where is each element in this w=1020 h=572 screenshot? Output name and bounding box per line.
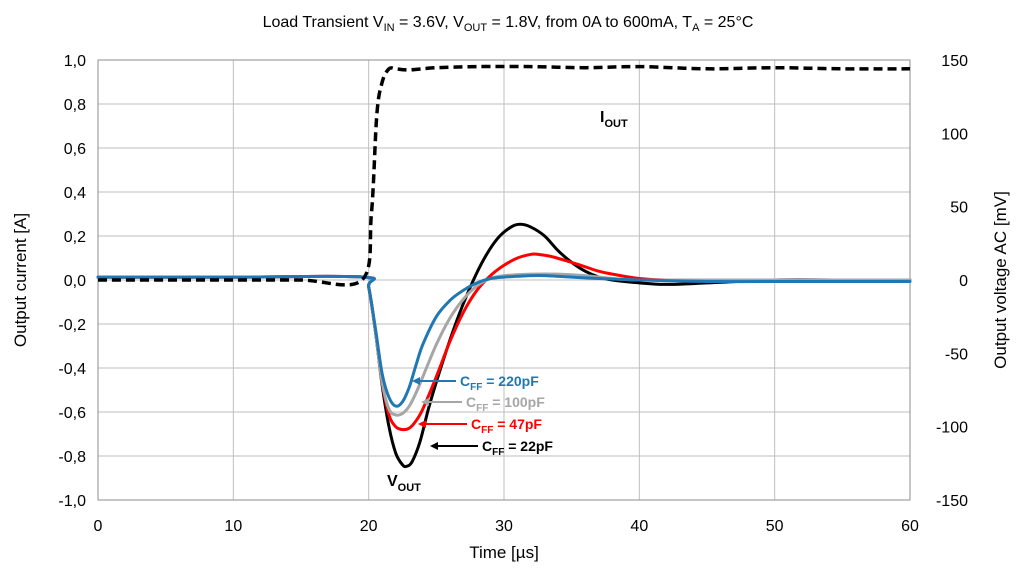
y-right-tick-label: 0 bbox=[959, 273, 968, 290]
x-tick-label: 30 bbox=[495, 518, 513, 535]
annotation-cff-22pf: CFF = 22pF bbox=[430, 438, 553, 458]
x-tick-label: 50 bbox=[766, 518, 784, 535]
x-tick-label: 0 bbox=[94, 518, 103, 535]
y-left-tick-label: 0,8 bbox=[64, 97, 86, 114]
series-lines bbox=[96, 64, 912, 469]
svg-text:CFF = 220pF: CFF = 220pF bbox=[460, 373, 539, 393]
x-axis-label: Time [µs] bbox=[469, 543, 539, 562]
y-left-tick-labels: 1,0 0,8 0,6 0,4 0,2 0,0 -0,2 -0,4 -0,6 -0,8 -1,0 bbox=[58, 53, 86, 510]
y-left-tick-label: -0,6 bbox=[58, 405, 86, 422]
y-right-tick-label: 50 bbox=[950, 200, 968, 217]
vout-annotation: VOUT bbox=[387, 473, 421, 494]
x-tick-labels: 0 10 20 30 40 50 60 bbox=[94, 518, 919, 535]
svg-text:CFF = 47pF: CFF = 47pF bbox=[471, 416, 542, 436]
svg-text:CFF = 22pF: CFF = 22pF bbox=[482, 438, 553, 458]
series-line-cff-220pf bbox=[96, 273, 912, 408]
x-tick-label: 20 bbox=[360, 518, 378, 535]
y-right-tick-label: 150 bbox=[941, 53, 968, 70]
y-left-tick-label: 0,0 bbox=[64, 273, 86, 290]
y-right-tick-labels: 150 100 50 0 -50 -100 -150 bbox=[936, 53, 968, 510]
y-left-tick-label: -0,4 bbox=[58, 361, 86, 378]
annotation-cff-220pf: CFF = 220pF bbox=[412, 373, 539, 393]
y-right-axis-label: Output voltage AC [mV] bbox=[991, 191, 1010, 369]
x-tick-label: 60 bbox=[901, 518, 919, 535]
y-left-tick-label: 0,2 bbox=[64, 229, 86, 246]
y-left-tick-label: -0,2 bbox=[58, 317, 86, 334]
y-left-tick-label: -1,0 bbox=[58, 493, 86, 510]
y-right-tick-label: -100 bbox=[936, 420, 968, 437]
series-line-iout bbox=[98, 64, 911, 287]
y-right-tick-label: -50 bbox=[945, 346, 968, 363]
iout-annotation: IOUT bbox=[600, 109, 628, 130]
x-tick-label: 10 bbox=[224, 518, 242, 535]
y-right-tick-label: 100 bbox=[941, 126, 968, 143]
annotation-cff-47pf: CFF = 47pF bbox=[418, 416, 542, 436]
y-left-tick-label: -0,8 bbox=[58, 449, 86, 466]
y-right-tick-label: -150 bbox=[936, 493, 968, 510]
y-left-tick-label: 1,0 bbox=[64, 53, 86, 70]
svg-text:CFF = 100pF: CFF = 100pF bbox=[466, 394, 545, 414]
y-left-axis-label: Output current [A] bbox=[11, 213, 30, 347]
x-tick-label: 40 bbox=[630, 518, 648, 535]
annotation-cff-100pf: CFF = 100pF bbox=[421, 394, 545, 414]
y-left-tick-label: 0,4 bbox=[64, 185, 86, 202]
y-left-tick-label: 0,6 bbox=[64, 141, 86, 158]
chart-title: Load Transient VIN = 3.6V, VOUT = 1.8V, … bbox=[263, 14, 754, 34]
